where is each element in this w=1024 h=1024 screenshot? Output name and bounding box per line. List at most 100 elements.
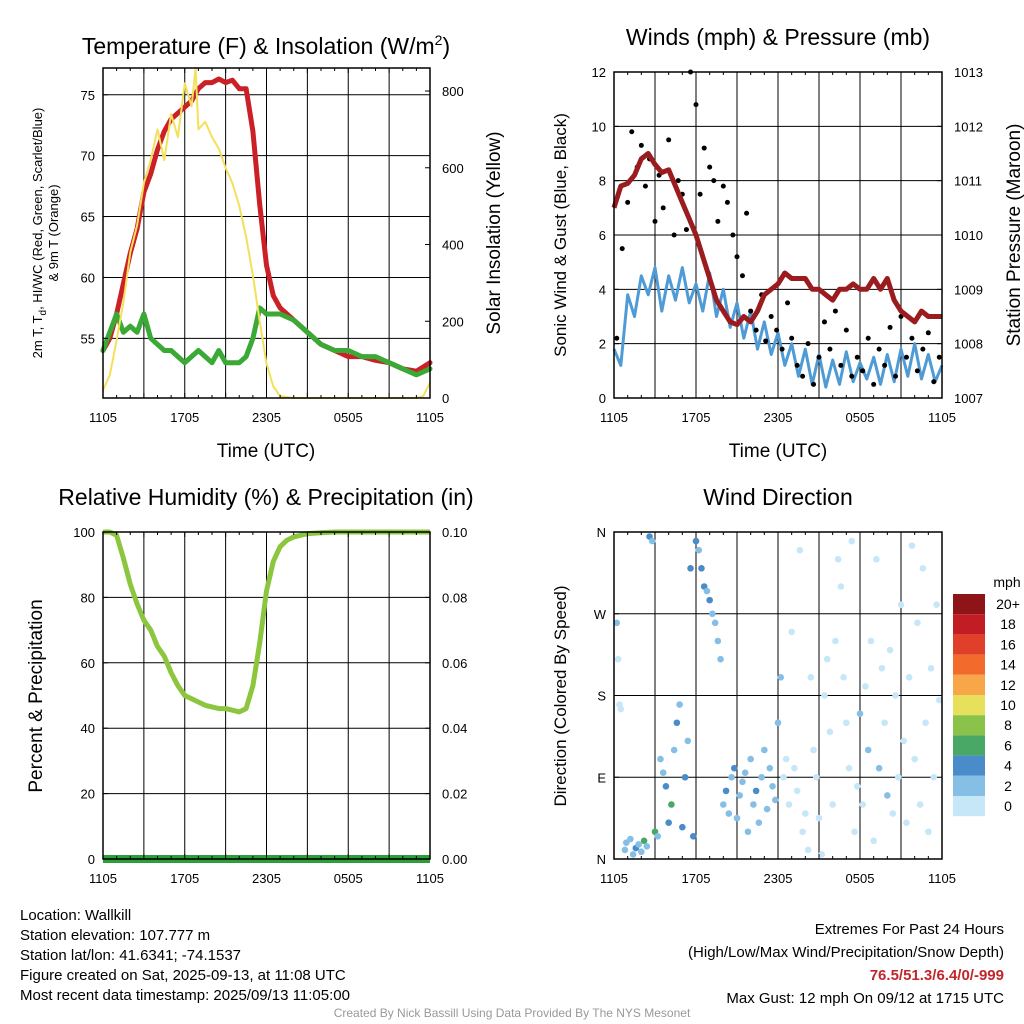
- series-sonic-wind: [612, 266, 944, 389]
- direction-point: [617, 705, 625, 713]
- temperature-ytick-label: 55: [81, 331, 95, 346]
- winds-xtick-label: 0505: [846, 410, 875, 425]
- direction-point: [894, 773, 902, 781]
- direction-point: [933, 601, 940, 608]
- legend-swatch: [953, 755, 985, 776]
- direction-point: [761, 746, 768, 754]
- gust-point: [744, 210, 750, 216]
- direction-title: Wind Direction: [703, 484, 853, 510]
- direction-point: [643, 842, 651, 850]
- humidity-ytick-right-label: 0.02: [442, 787, 467, 802]
- winds-xtick-label: 1105: [600, 410, 628, 425]
- gust-point: [671, 232, 677, 238]
- station-latlon: Station lat/lon: 41.6341; -74.1537: [20, 947, 242, 964]
- temperature-xtick-label: 0505: [334, 410, 363, 425]
- direction-point: [875, 764, 883, 772]
- humidity-ytick-label: 100: [73, 525, 95, 540]
- temperature-title: Temperature (F) & Insolation (W/m2): [82, 32, 450, 59]
- winds-ytick-right-label: 1010: [954, 228, 983, 243]
- legend-label: 6: [1004, 737, 1012, 753]
- direction-point: [758, 773, 765, 781]
- gust-point: [683, 227, 689, 233]
- temperature-ytick-label: 65: [81, 210, 95, 225]
- direction-ylabel: Direction (Colored By Speed): [551, 585, 570, 806]
- direction-point: [621, 846, 629, 854]
- gust-point: [715, 218, 721, 224]
- legend-label: 2: [1004, 778, 1012, 794]
- direction-point: [627, 835, 634, 843]
- direction-point: [714, 637, 722, 645]
- direction-point: [897, 601, 905, 608]
- gust-point: [821, 319, 827, 325]
- direction-xtick-label: 1105: [600, 871, 628, 886]
- direction-point: [903, 819, 910, 826]
- figure-created: Figure created on Sat, 2025-09-13, at 11…: [20, 967, 346, 984]
- gust-point: [768, 314, 774, 319]
- gust-point: [666, 137, 672, 143]
- temperature-ytick-right-label: 600: [442, 161, 464, 176]
- direction-point: [698, 565, 705, 572]
- humidity-xtick-label: 1705: [170, 871, 199, 886]
- direction-point: [818, 851, 826, 858]
- humidity-title: Relative Humidity (%) & Precipitation (i…: [58, 484, 473, 510]
- direction-point: [900, 737, 908, 745]
- direction-point: [821, 692, 828, 699]
- gust-point: [805, 341, 811, 347]
- direction-point: [695, 546, 703, 554]
- direction-point: [853, 783, 861, 790]
- gust-point: [625, 199, 631, 205]
- gust-point: [763, 338, 769, 344]
- legend-swatch: [953, 614, 985, 635]
- legend-swatch: [953, 796, 985, 817]
- temperature-xtick-label: 1705: [170, 410, 199, 425]
- gust-point: [887, 324, 893, 330]
- gust-point: [903, 354, 909, 360]
- humidity-ytick-right-label: 0.04: [442, 721, 467, 736]
- humidity-ylabel: Percent & Precipitation: [26, 599, 47, 792]
- station-info: Location: Wallkill Station elevation: 10…: [20, 906, 350, 1006]
- station-location: Location: Wallkill: [20, 907, 132, 924]
- humidity-ytick-right-label: 0.08: [442, 590, 467, 605]
- direction-point: [791, 764, 798, 772]
- temperature-ytick-right-label: 200: [442, 314, 464, 329]
- temperature-ytick-right-label: 400: [442, 238, 464, 253]
- winds-xlabel: Time (UTC): [729, 441, 828, 462]
- series-2m-td: [100, 305, 433, 378]
- direction-point: [878, 664, 886, 672]
- gust-point: [936, 354, 942, 360]
- direction-point: [780, 773, 787, 781]
- series-2m-t: [100, 76, 433, 374]
- gust-point: [660, 205, 666, 211]
- gust-point: [827, 346, 833, 352]
- gust-point: [701, 145, 707, 151]
- winds-ytick-right-label: 1009: [954, 282, 983, 297]
- direction-point: [741, 769, 749, 777]
- direction-point: [914, 619, 921, 627]
- humidity-xtick-label: 1105: [416, 871, 444, 886]
- gust-point: [789, 335, 795, 341]
- humidity-ytick-label: 60: [81, 656, 95, 671]
- direction-point: [659, 769, 667, 777]
- gust-point: [865, 335, 871, 341]
- direction-ytick-label: N: [597, 525, 606, 540]
- gust-point: [914, 368, 920, 374]
- direction-xtick-label: 0505: [846, 871, 875, 886]
- humidity-ytick-label: 40: [81, 721, 95, 736]
- winds-ytick-label: 8: [599, 174, 606, 189]
- direction-point: [845, 764, 853, 772]
- winds-xtick-label: 1705: [682, 410, 711, 425]
- winds-ytick-label: 6: [599, 228, 606, 243]
- gust-point: [785, 300, 791, 306]
- gust-point: [753, 327, 759, 333]
- extremes-title: Extremes For Past 24 Hours: [814, 921, 1004, 938]
- humidity-ticks: 1105 1705 2305 0505 1105 0 20 40 60 80 100 0.00 0.02…: [73, 525, 467, 886]
- winds-ytick-right-label: 1008: [954, 337, 983, 352]
- series-station-pressure: [611, 151, 942, 328]
- legend-label: 14: [1000, 657, 1016, 673]
- direction-point: [788, 628, 795, 636]
- gust-point: [849, 373, 855, 379]
- direction-point: [785, 801, 793, 808]
- temperature-xtick-label: 1105: [89, 410, 117, 425]
- winds-ytick-label: 12: [592, 65, 606, 80]
